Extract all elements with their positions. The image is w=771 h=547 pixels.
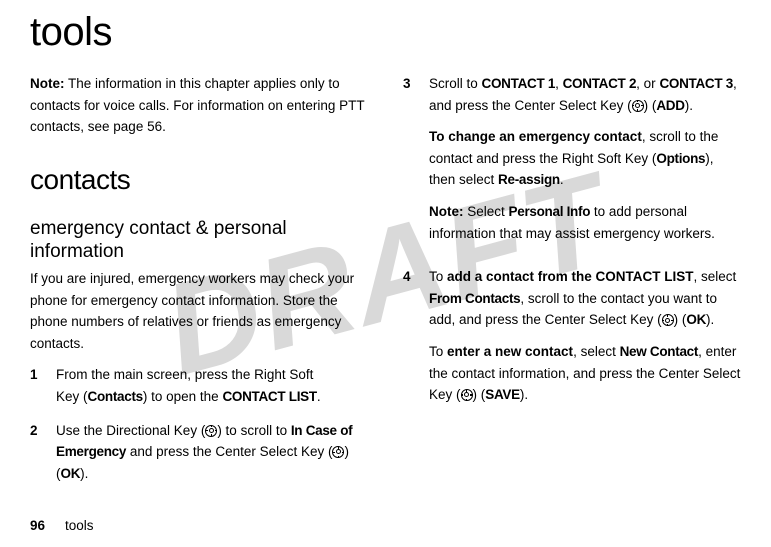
step-number: 3: [403, 73, 429, 254]
bold-lead: add a contact from the CONTACT LIST: [447, 269, 694, 284]
ui-term: CONTACT LIST: [222, 389, 316, 404]
personal-info-note: Note: Select Personal Info to add person…: [429, 201, 741, 244]
step-body: From the main screen, press the Right So…: [56, 364, 368, 407]
note-label: Note:: [429, 204, 464, 219]
ui-term: OK: [686, 312, 706, 327]
note-label: Note:: [30, 76, 65, 91]
step-3-main: Scroll to CONTACT 1, CONTACT 2, or CONTA…: [429, 73, 741, 116]
step-4: 4 To add a contact from the CONTACT LIST…: [403, 266, 741, 416]
text: ) (: [674, 312, 687, 327]
text: ).: [685, 98, 693, 113]
chapter-note: Note: The information in this chapter ap…: [30, 73, 368, 138]
ui-term: From Contacts: [429, 291, 520, 306]
center-select-key-icon: [632, 100, 644, 112]
ui-term: Personal Info: [509, 204, 591, 219]
ui-term: CONTACT 1: [482, 76, 556, 91]
text: ).: [706, 312, 714, 327]
bold-lead: To change an emergency contact: [429, 129, 642, 144]
bold-lead: enter a new contact: [447, 344, 573, 359]
ui-term: CONTACT 3: [659, 76, 733, 91]
text: .: [560, 172, 564, 187]
text: ) to scroll to: [217, 423, 291, 438]
ui-term: OK: [61, 466, 81, 481]
softkey-label: Contacts: [88, 389, 143, 404]
center-select-key-icon: [461, 389, 473, 401]
directional-key-icon: [205, 425, 217, 437]
step-number: 1: [30, 364, 56, 407]
text: ,: [555, 76, 563, 91]
step-2: 2 Use the Directional Key ( ) to scroll t…: [30, 420, 368, 485]
change-contact-paragraph: To change an emergency contact, scroll t…: [429, 126, 741, 191]
ui-term: Options: [656, 151, 705, 166]
text: To: [429, 269, 447, 284]
step-number: 2: [30, 420, 56, 485]
text: ) (: [473, 387, 486, 402]
text: To: [429, 344, 447, 359]
subsection-title: emergency contact & personal information: [30, 217, 368, 265]
text: Scroll to: [429, 76, 482, 91]
step-number: 4: [403, 266, 429, 416]
right-column: 3 Scroll to CONTACT 1, CONTACT 2, or CON…: [403, 73, 741, 496]
step-4-main: To add a contact from the CONTACT LIST, …: [429, 266, 741, 331]
step-1: 1 From the main screen, press the Right …: [30, 364, 368, 407]
chapter-title: tools: [30, 10, 741, 55]
step-body: Use the Directional Key () to scroll to …: [56, 420, 368, 485]
ui-term: Re-assign: [498, 172, 560, 187]
center-select-key-icon: [332, 446, 344, 458]
ui-term: New Contact: [620, 344, 698, 359]
text: and press the Center Select Key (: [126, 444, 332, 459]
ui-term: CONTACT 2: [563, 76, 637, 91]
text: Use the Directional Key (: [56, 423, 205, 438]
text: ) to open the: [143, 389, 223, 404]
text: , or: [636, 76, 659, 91]
ui-term: ADD: [656, 98, 684, 113]
enter-new-contact-paragraph: To enter a new contact, select New Conta…: [429, 341, 741, 406]
page-number: 96: [30, 518, 45, 533]
text: , select: [573, 344, 620, 359]
note-text: The information in this chapter applies …: [30, 76, 364, 134]
two-column-layout: Note: The information in this chapter ap…: [30, 73, 741, 496]
step-body: Scroll to CONTACT 1, CONTACT 2, or CONTA…: [429, 73, 741, 254]
step-body: To add a contact from the CONTACT LIST, …: [429, 266, 741, 416]
intro-paragraph: If you are injured, emergency workers ma…: [30, 268, 368, 354]
ui-term: SAVE: [485, 387, 520, 402]
page-content: tools Note: The information in this chap…: [30, 10, 741, 496]
left-column: Note: The information in this chapter ap…: [30, 73, 368, 496]
step-3: 3 Scroll to CONTACT 1, CONTACT 2, or CON…: [403, 73, 741, 254]
text: .: [317, 389, 321, 404]
text: Select: [464, 204, 509, 219]
text: ) (: [644, 98, 657, 113]
footer-chapter-label: tools: [65, 518, 94, 533]
text: , select: [694, 269, 737, 284]
section-title-contacts: contacts: [30, 158, 368, 203]
text: ).: [520, 387, 528, 402]
text: ).: [80, 466, 88, 481]
page-footer: 96 tools: [30, 518, 94, 533]
center-select-key-icon: [662, 314, 674, 326]
